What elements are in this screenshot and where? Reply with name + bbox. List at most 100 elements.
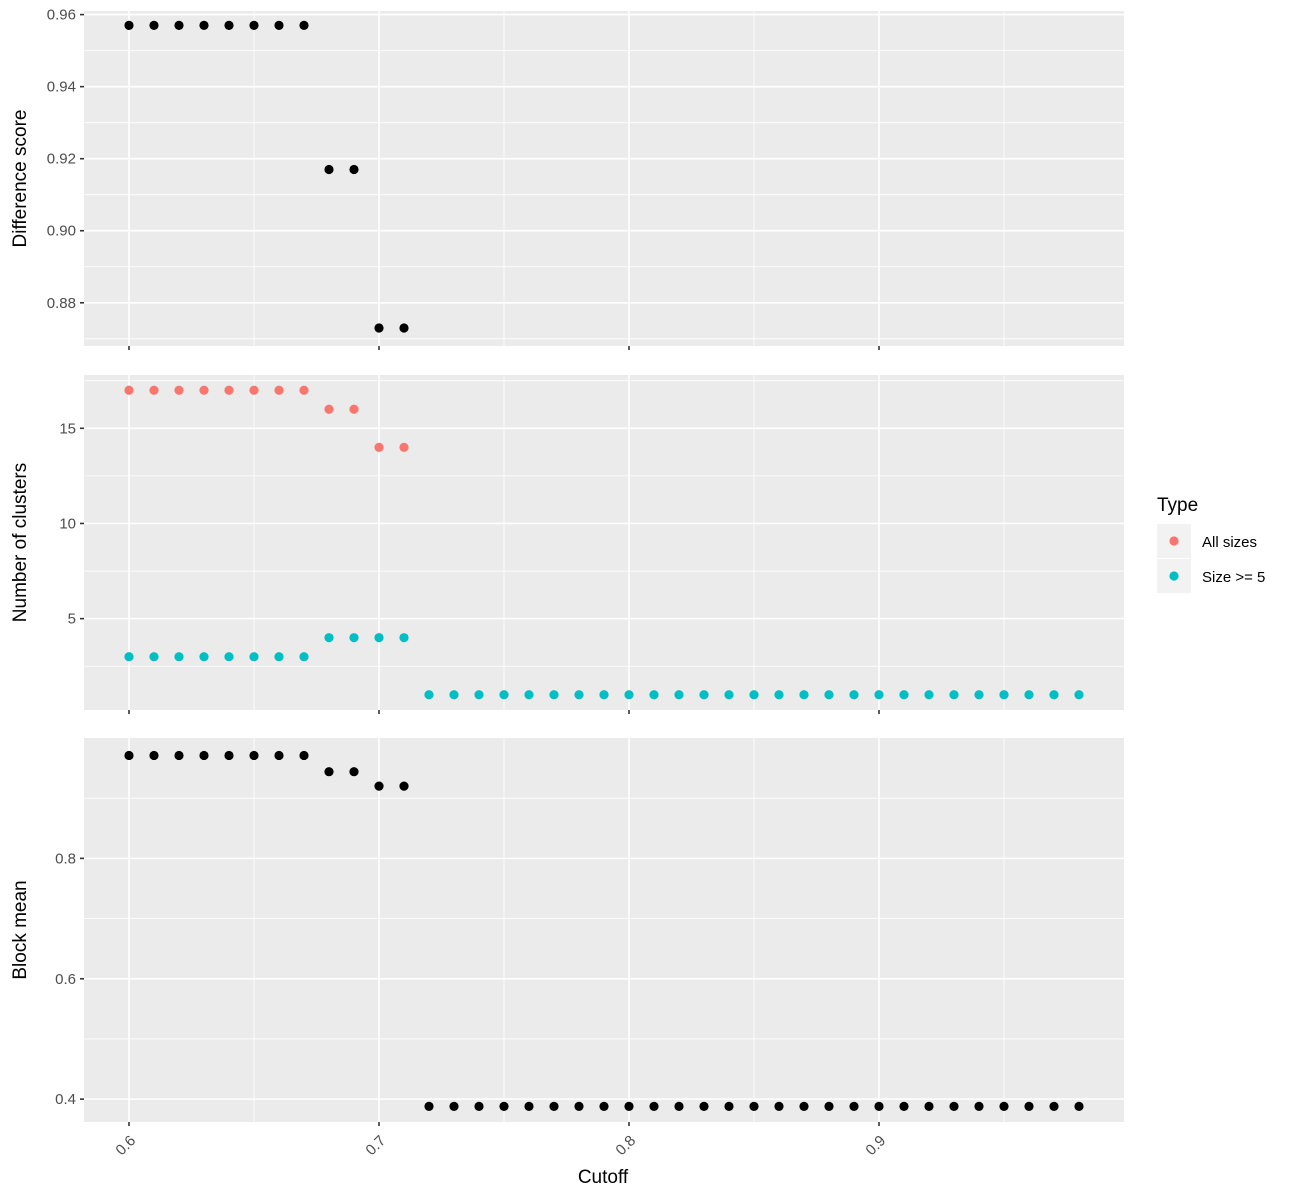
data-point bbox=[149, 750, 159, 761]
data-point bbox=[724, 1101, 734, 1111]
data-point bbox=[424, 690, 434, 700]
data-point bbox=[324, 633, 334, 643]
data-point bbox=[824, 690, 834, 700]
data-point bbox=[1024, 690, 1034, 700]
data-point bbox=[699, 690, 709, 700]
data-point bbox=[1074, 690, 1084, 700]
data-point bbox=[199, 750, 209, 761]
data-point bbox=[149, 385, 159, 395]
data-point bbox=[899, 1101, 909, 1111]
data-point bbox=[349, 404, 359, 414]
data-point bbox=[199, 652, 209, 662]
data-point bbox=[524, 690, 534, 700]
data-point bbox=[574, 690, 584, 700]
data-point bbox=[324, 164, 334, 175]
data-point bbox=[849, 1101, 859, 1111]
data-point bbox=[399, 781, 409, 791]
data-point bbox=[349, 633, 359, 643]
data-point bbox=[149, 652, 159, 662]
data-point bbox=[149, 20, 159, 31]
data-point bbox=[349, 164, 359, 175]
data-point bbox=[574, 1101, 584, 1111]
data-point bbox=[449, 690, 459, 700]
data-point bbox=[224, 750, 234, 761]
data-point bbox=[374, 781, 384, 791]
y-axis-title: Difference score bbox=[10, 110, 31, 248]
x-tick-label: 0.9 bbox=[862, 1132, 889, 1159]
data-point bbox=[799, 690, 809, 700]
data-point bbox=[224, 652, 234, 662]
data-point bbox=[899, 690, 909, 700]
data-point bbox=[699, 1101, 709, 1111]
data-point bbox=[374, 442, 384, 452]
data-point bbox=[1049, 1101, 1059, 1111]
data-point bbox=[349, 767, 359, 777]
data-point bbox=[424, 1101, 434, 1111]
legend-title: Type bbox=[1157, 495, 1198, 516]
data-point bbox=[124, 20, 134, 31]
data-point bbox=[249, 652, 259, 662]
data-point bbox=[224, 20, 234, 31]
x-tick-label: 0.7 bbox=[362, 1132, 389, 1159]
data-point bbox=[274, 385, 284, 395]
data-point bbox=[649, 690, 659, 700]
data-point bbox=[249, 20, 259, 31]
data-point bbox=[474, 1101, 484, 1111]
data-point bbox=[749, 1101, 759, 1111]
data-point bbox=[624, 1101, 634, 1111]
legend-label-size-5: Size >= 5 bbox=[1202, 569, 1265, 586]
data-point bbox=[599, 690, 609, 700]
data-point bbox=[549, 1101, 559, 1111]
data-point bbox=[549, 690, 559, 700]
data-point bbox=[649, 1101, 659, 1111]
data-point bbox=[774, 690, 784, 700]
data-point bbox=[324, 767, 334, 777]
panel-block-mean: 0.4 0.6 0.8 0.6 0.7 0.8 0.9 Block mean bbox=[10, 738, 1124, 1159]
data-point bbox=[274, 20, 284, 31]
data-point bbox=[399, 633, 409, 643]
data-point bbox=[1049, 690, 1059, 700]
y-tick-label: 0.90 bbox=[47, 223, 76, 240]
y-tick-label: 0.96 bbox=[47, 7, 76, 24]
data-point bbox=[624, 690, 634, 700]
data-point bbox=[299, 652, 309, 662]
data-point bbox=[299, 385, 309, 395]
data-point bbox=[274, 750, 284, 761]
data-point bbox=[224, 385, 234, 395]
y-tick-label: 0.8 bbox=[55, 850, 76, 867]
data-point bbox=[949, 690, 959, 700]
data-point bbox=[174, 652, 184, 662]
data-point bbox=[374, 633, 384, 643]
data-point bbox=[599, 1101, 609, 1111]
data-point bbox=[924, 690, 934, 700]
y-axis-title: Number of clusters bbox=[10, 463, 31, 622]
legend-swatch-size-5 bbox=[1169, 571, 1179, 581]
data-point bbox=[674, 690, 684, 700]
data-point bbox=[324, 404, 334, 414]
data-point bbox=[874, 690, 884, 700]
x-tick-label: 0.6 bbox=[112, 1132, 139, 1159]
legend: Type All sizes Size >= 5 bbox=[1157, 495, 1265, 593]
y-tick-label: 5 bbox=[68, 611, 76, 628]
data-point bbox=[849, 690, 859, 700]
data-point bbox=[249, 385, 259, 395]
data-point bbox=[374, 323, 384, 333]
data-point bbox=[299, 750, 309, 761]
data-point bbox=[399, 442, 409, 452]
data-point bbox=[949, 1101, 959, 1111]
panel-difference-score: 0.88 0.90 0.92 0.94 0.96 Difference score bbox=[10, 7, 1124, 350]
data-point bbox=[924, 1101, 934, 1111]
data-point bbox=[774, 1101, 784, 1111]
data-point bbox=[499, 1101, 509, 1111]
x-axis-title: Cutoff bbox=[578, 1167, 629, 1188]
data-point bbox=[749, 690, 759, 700]
data-point bbox=[724, 690, 734, 700]
y-axis-title: Block mean bbox=[10, 880, 31, 979]
data-point bbox=[824, 1101, 834, 1111]
data-point bbox=[974, 690, 984, 700]
data-point bbox=[799, 1101, 809, 1111]
data-point bbox=[174, 750, 184, 761]
legend-label-all-sizes: All sizes bbox=[1202, 534, 1257, 551]
panel-background bbox=[84, 375, 1124, 710]
